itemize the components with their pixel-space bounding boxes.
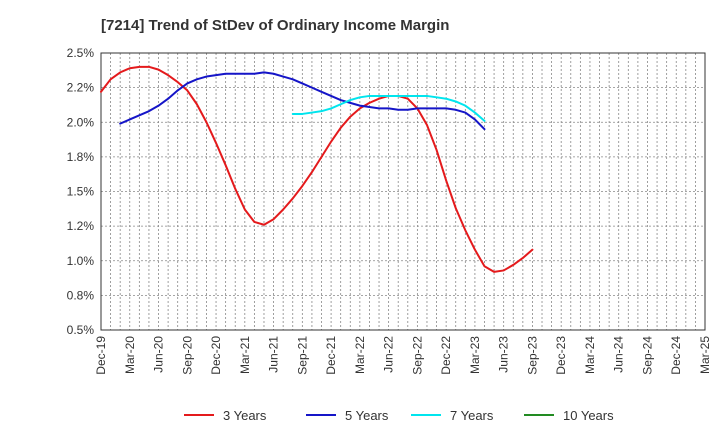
x-axis-ticks: Dec-19 Mar-20 Jun-20 Sep-20 Dec-20 Mar-21 Jun-… xyxy=(94,336,712,375)
plot-border xyxy=(100,52,706,331)
x-tick-label: Mar-21 xyxy=(238,336,252,374)
x-tick-label: Sep-23 xyxy=(525,336,539,375)
x-tick-label: Mar-22 xyxy=(353,336,367,374)
x-tick-label: Jun-20 xyxy=(152,336,166,373)
x-tick-label: Dec-19 xyxy=(94,336,108,375)
x-tick-label: Dec-22 xyxy=(439,336,453,375)
y-tick-label: 1.2% xyxy=(67,219,95,233)
x-tick-label: Dec-21 xyxy=(324,336,338,375)
series-line-3-years xyxy=(100,65,534,273)
y-tick-label: 1.8% xyxy=(67,150,95,164)
x-tick-label: Sep-21 xyxy=(295,336,309,375)
plot-frame xyxy=(100,52,706,331)
x-tick-label: Dec-24 xyxy=(669,336,683,375)
x-tick-label: Sep-22 xyxy=(410,336,424,375)
legend-label-7-years: 7 Years xyxy=(450,408,494,423)
x-tick-label: Mar-25 xyxy=(698,336,712,374)
y-tick-label: 2.0% xyxy=(67,115,95,129)
series-line-7-years xyxy=(291,94,486,122)
y-tick-label: 2.2% xyxy=(67,81,95,95)
y-tick-label: 0.5% xyxy=(67,323,95,337)
y-axis-ticks: 0.5% 0.8% 1.0% 1.2% 1.5% 1.8% 2.0% 2.2% 2.5% xyxy=(67,46,95,337)
x-tick-label: Mar-23 xyxy=(468,336,482,374)
legend-label-3-years: 3 Years xyxy=(223,408,267,423)
y-tick-label: 0.8% xyxy=(67,288,95,302)
x-tick-label: Jun-22 xyxy=(382,336,396,373)
x-tick-label: Sep-24 xyxy=(640,336,654,375)
legend: 3 Years 5 Years 7 Years 10 Years xyxy=(184,408,614,423)
x-tick-label: Jun-23 xyxy=(497,336,511,373)
y-tick-label: 1.5% xyxy=(67,185,95,199)
x-tick-label: Sep-20 xyxy=(180,336,194,375)
y-tick-label: 2.5% xyxy=(67,46,95,60)
x-tick-label: Mar-24 xyxy=(583,336,597,374)
chart-title: [7214] Trend of StDev of Ordinary Income… xyxy=(101,17,449,34)
series-line-5-years xyxy=(119,71,486,131)
x-tick-label: Jun-24 xyxy=(612,336,626,373)
x-tick-label: Jun-21 xyxy=(267,336,281,373)
x-tick-label: Dec-20 xyxy=(209,336,223,375)
legend-label-10-years: 10 Years xyxy=(563,408,614,423)
x-tick-label: Mar-20 xyxy=(123,336,137,374)
legend-label-5-years: 5 Years xyxy=(345,408,389,423)
series-lines xyxy=(100,65,534,273)
x-tick-label: Dec-23 xyxy=(554,336,568,375)
y-tick-label: 1.0% xyxy=(67,254,95,268)
grid xyxy=(100,52,706,331)
